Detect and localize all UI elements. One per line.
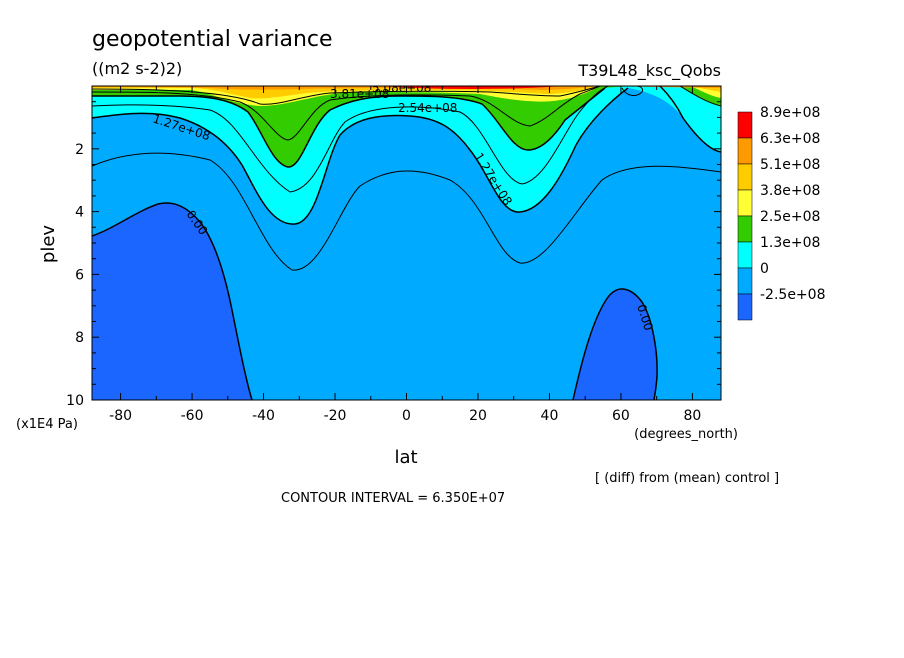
chart-units: ((m2 s-2)2) [92, 59, 182, 78]
x-tick-label: -80 [109, 408, 132, 424]
legend-swatch [737, 137, 753, 165]
legend-swatch [737, 189, 753, 217]
plot-area: 1.27e+08 2.54e+08 1.27e+08 0.00 0.00 3.8… [92, 81, 721, 400]
contour-2.54e8 [92, 87, 606, 168]
y-tick-label: 2 [75, 142, 84, 158]
color-legend: 8.9e+08 6.3e+08 5.1e+08 3.8e+08 2.5e+08 1.3e+… [737, 105, 825, 321]
fill-negative-left [92, 202, 252, 400]
x-tick-label: 0 [402, 408, 411, 424]
x-tick-label: -60 [181, 408, 204, 424]
x-tick-label: -40 [252, 408, 275, 424]
y-axis: 2 4 6 8 10 [66, 101, 721, 409]
contour-3.17e8 [92, 86, 601, 141]
legend-label: 3.8e+08 [760, 183, 820, 199]
footnote: [ (diff) from (mean) control ] [595, 471, 779, 486]
contour-label-2: 2.54e+08 [398, 101, 457, 115]
y-axis-label: plev [38, 225, 59, 264]
contour-1.27e8-right [659, 86, 721, 153]
x-axis-units: (degrees_north) [634, 427, 738, 442]
legend-swatch [737, 163, 753, 191]
chart-title: geopotential variance [92, 27, 333, 52]
fill-negative-right [573, 288, 658, 400]
y-tick-label: 10 [66, 393, 84, 409]
run-label: T39L48_ksc_Qobs [577, 61, 721, 81]
x-tick-label: 80 [683, 408, 701, 424]
contour-label-6: 3.81e+08 [330, 87, 389, 101]
contour-lines [92, 86, 721, 400]
y-axis-units: (x1E4 Pa) [16, 417, 78, 432]
y-tick-label: 6 [75, 267, 84, 283]
x-tick-label: -20 [324, 408, 347, 424]
legend-label: 0 [760, 261, 769, 277]
legend-label: 8.9e+08 [760, 105, 820, 121]
x-axis: -80 -60 -40 -20 0 20 40 60 80 [109, 86, 701, 424]
contour-label-7: 5.08e+08 [372, 81, 431, 95]
contour-1.27e8 [92, 87, 629, 225]
legend-label: 1.3e+08 [760, 235, 820, 251]
legend-swatch [737, 293, 753, 321]
legend-label: 5.1e+08 [760, 157, 820, 173]
x-tick-label: 60 [612, 408, 630, 424]
contour-right-pocket [621, 86, 643, 96]
contour-2.54e8-right [679, 86, 721, 107]
x-tick-label: 20 [469, 408, 487, 424]
legend-swatch [737, 111, 753, 139]
contour-interval: CONTOUR INTERVAL = 6.350E+07 [281, 491, 505, 506]
legend-label: 6.3e+08 [760, 131, 820, 147]
x-axis-label: lat [394, 447, 417, 468]
legend-swatch [737, 241, 753, 269]
legend-label: 2.5e+08 [760, 209, 820, 225]
legend-swatch [737, 215, 753, 243]
contour-zero-right [572, 288, 658, 400]
y-tick-label: 8 [75, 330, 84, 346]
fill-level-8.9e8 [380, 86, 560, 89]
contour-upper [92, 86, 601, 105]
contour-1.9e8 [92, 86, 609, 193]
contour-6.35e7 [92, 152, 721, 271]
legend-swatch [737, 267, 753, 295]
contour-zero-left [92, 202, 253, 400]
x-tick-label: 40 [541, 408, 559, 424]
y-tick-label: 4 [75, 205, 84, 221]
legend-label: -2.5e+08 [760, 287, 825, 303]
